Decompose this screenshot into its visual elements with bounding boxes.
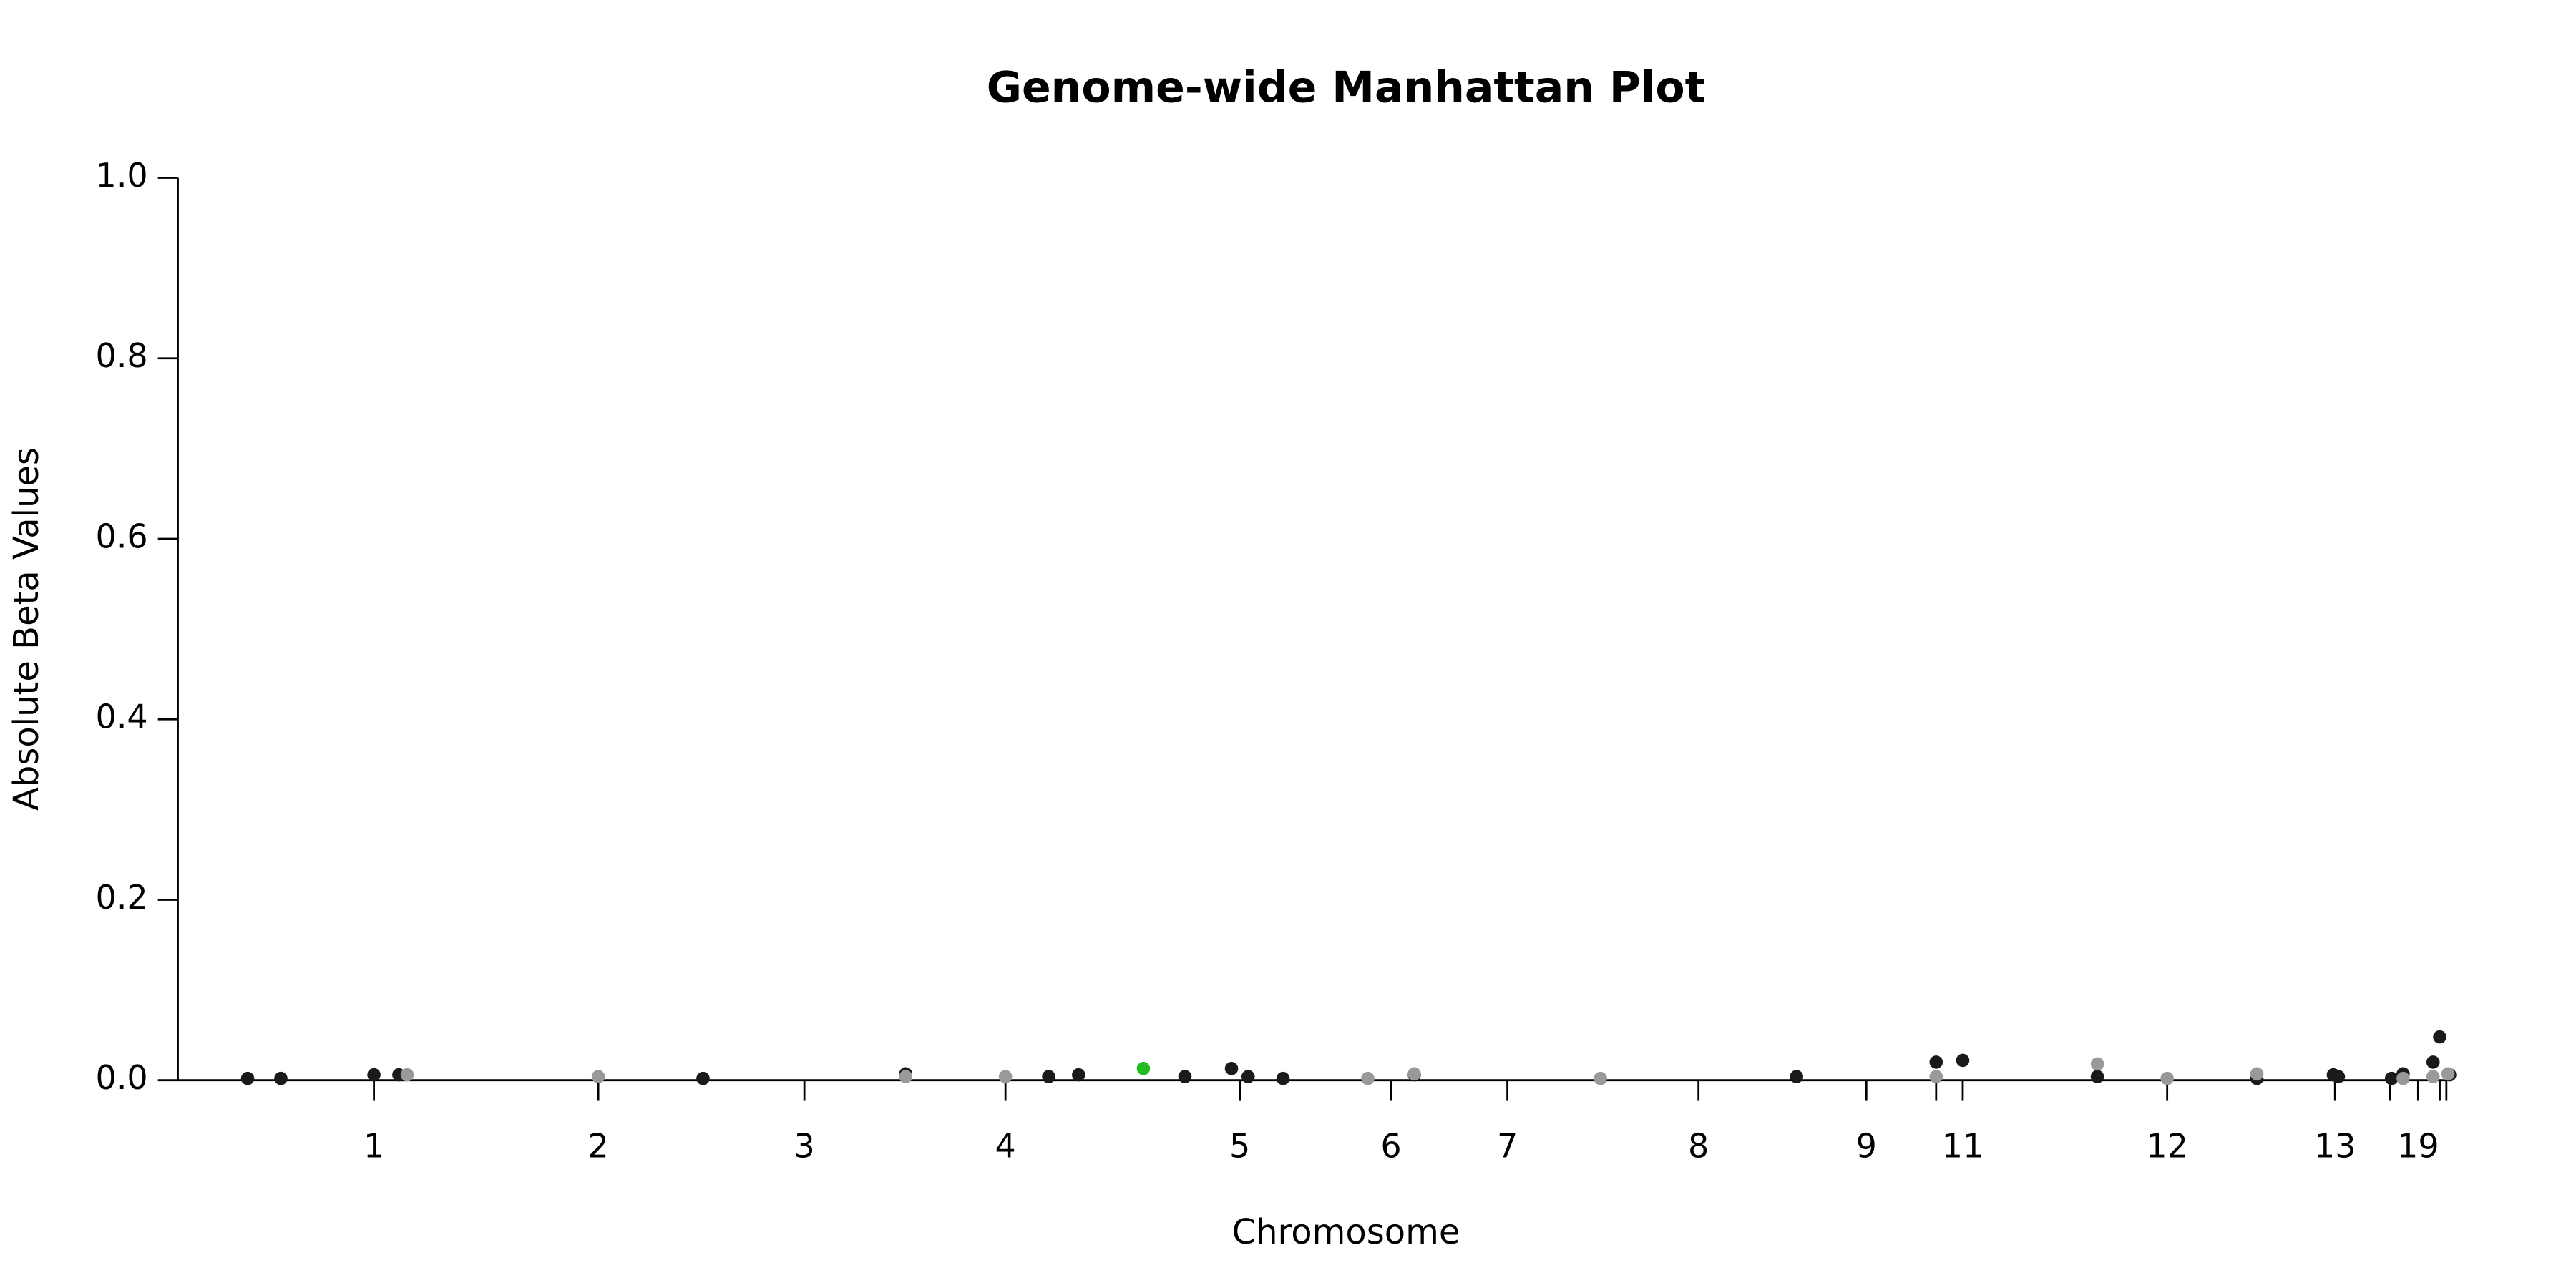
data-point [696, 1071, 710, 1085]
data-point [400, 1068, 414, 1082]
x-tick-label: 19 [2397, 1126, 2439, 1165]
data-point [1241, 1070, 1255, 1083]
x-tick-label: 8 [1688, 1126, 1709, 1165]
data-point [2396, 1071, 2410, 1085]
data-point [1276, 1071, 1290, 1085]
x-tick-label: 12 [2146, 1126, 2188, 1165]
data-point [1594, 1071, 1607, 1085]
data-point [2090, 1057, 2104, 1071]
data-point [2090, 1070, 2104, 1083]
x-axis-title: Chromosome [1232, 1212, 1460, 1252]
data-point [2426, 1055, 2440, 1069]
x-tick-label: 9 [1856, 1126, 1877, 1165]
data-point [1072, 1068, 1085, 1082]
data-point [1224, 1061, 1239, 1075]
data-point [1361, 1071, 1375, 1085]
y-axis-title: Absolute Beta Values [6, 447, 47, 811]
data-point [1407, 1067, 1421, 1081]
x-tick-label: 2 [587, 1126, 608, 1165]
data-point [1929, 1055, 1943, 1069]
data-point [1042, 1070, 1055, 1083]
y-tick-label: 0.8 [96, 336, 148, 375]
data-point [1790, 1070, 1803, 1083]
x-tick-label: 4 [995, 1126, 1016, 1165]
data-point [1136, 1061, 1151, 1075]
data-point [2384, 1071, 2399, 1085]
data-point [1956, 1053, 1970, 1068]
data-point [2331, 1070, 2346, 1083]
y-tick-label: 0.4 [96, 698, 148, 736]
data-point [2426, 1070, 2440, 1083]
data-point [899, 1070, 913, 1083]
x-tick-label: 11 [1942, 1126, 1984, 1165]
y-tick-label: 0.6 [96, 517, 148, 555]
y-tick-label: 1.0 [96, 156, 148, 195]
data-point [998, 1070, 1013, 1083]
data-point [1178, 1070, 1192, 1083]
x-tick-label: 1 [364, 1126, 384, 1165]
data-point [2441, 1067, 2455, 1081]
x-tick-label: 6 [1380, 1126, 1401, 1165]
data-point [2433, 1030, 2446, 1044]
data-point [274, 1071, 288, 1085]
y-tick-label: 0.0 [96, 1058, 148, 1097]
data-point [240, 1071, 255, 1085]
data-point [2250, 1067, 2264, 1081]
y-tick-label: 0.2 [96, 878, 148, 917]
x-tick-label: 3 [794, 1126, 814, 1165]
x-tick-label: 7 [1497, 1126, 1518, 1165]
x-tick-label: 13 [2314, 1126, 2356, 1165]
data-point [367, 1068, 381, 1082]
data-point [591, 1070, 605, 1083]
x-tick-label: 5 [1229, 1126, 1250, 1165]
data-point [1929, 1070, 1943, 1083]
data-point [2160, 1071, 2174, 1085]
chart-title: Genome-wide Manhattan Plot [987, 63, 1706, 113]
